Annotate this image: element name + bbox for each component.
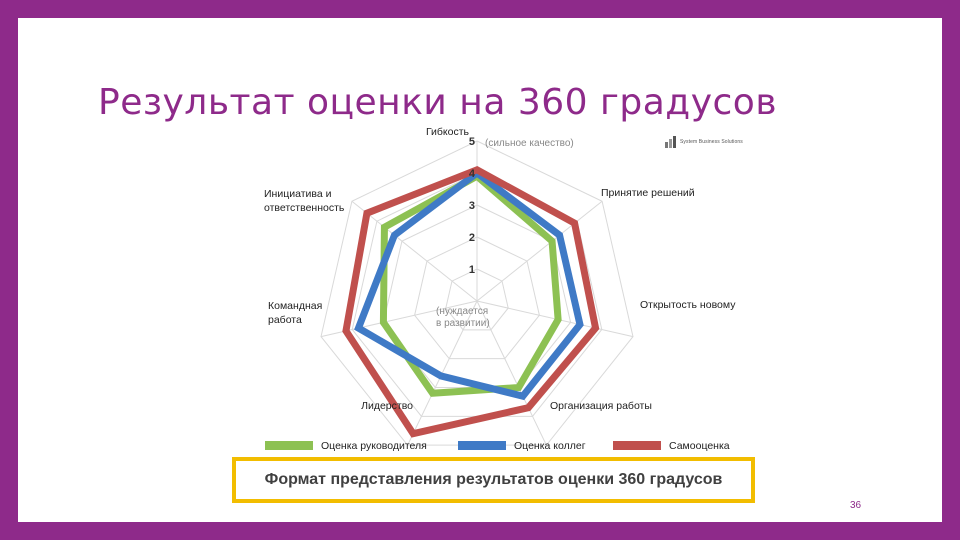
tick-label: 5 (469, 136, 475, 148)
legend-swatch-self (613, 441, 661, 450)
axis-label: Гибкость (426, 126, 470, 138)
caption-box: Формат представления результатов оценки … (232, 457, 755, 503)
tick-label: 2 (469, 232, 475, 244)
tick-label: 1 (469, 264, 475, 276)
series-manager-line (379, 171, 562, 397)
axis-label: ответственность (264, 202, 345, 214)
legend-swatch-peers (458, 441, 506, 450)
axis-label: Организация работы (550, 400, 652, 412)
company-logo: System Business Solutions (665, 135, 743, 149)
logo-text: System Business Solutions (680, 139, 743, 145)
legend-label-manager: Оценка руководителя (321, 440, 427, 452)
series-peers-line (354, 168, 584, 401)
slide-title: Результат оценки на 360 градусов (98, 82, 778, 123)
legend-swatch-manager (265, 441, 313, 450)
page-number: 36 (850, 500, 862, 511)
annotation-strong: (сильное качество) (485, 138, 574, 149)
axis-label: работа (268, 314, 302, 326)
grid-spoke (476, 200, 603, 302)
grid-ring (414, 236, 540, 360)
axis-label: Лидерство (361, 400, 413, 412)
tick-label: 3 (469, 200, 475, 212)
annotation-weak-line-1: (нуждается (436, 306, 488, 317)
axis-label: Принятие решений (601, 187, 695, 199)
axis-label: Командная (268, 300, 322, 312)
logo-icon (665, 136, 676, 148)
legend-label-self: Самооценка (669, 440, 730, 452)
grid-spoke (476, 300, 547, 446)
axis-label: Инициатива и (264, 188, 332, 200)
slide: Результат оценки на 360 градусов System … (18, 18, 942, 522)
grid-spoke (351, 200, 478, 302)
series-self-line (342, 165, 600, 438)
axis-label: Открытость новому (640, 299, 736, 311)
legend-label-peers: Оценка коллег (514, 440, 586, 452)
tick-label: 4 (469, 168, 476, 180)
grid-ring (445, 268, 509, 331)
annotation-weak-line-2: в развитии) (436, 318, 490, 329)
